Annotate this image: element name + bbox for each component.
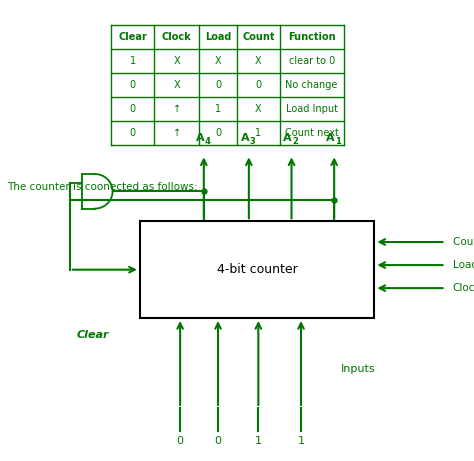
Text: 0: 0 xyxy=(177,436,183,446)
Text: 1: 1 xyxy=(255,436,262,446)
Text: Load = 0: Load = 0 xyxy=(453,260,474,270)
Text: Count =1: Count =1 xyxy=(453,237,474,247)
Text: Clock: Clock xyxy=(162,32,191,42)
Text: X: X xyxy=(215,56,221,66)
Text: No change: No change xyxy=(285,80,338,90)
Text: 3: 3 xyxy=(250,137,255,146)
Text: Inputs: Inputs xyxy=(341,364,376,374)
Text: clear to 0: clear to 0 xyxy=(289,56,335,66)
Text: 0: 0 xyxy=(215,128,221,138)
Text: Count: Count xyxy=(242,32,274,42)
Text: A: A xyxy=(241,133,249,143)
Text: X: X xyxy=(173,80,180,90)
Text: X: X xyxy=(255,104,262,114)
Text: Function: Function xyxy=(288,32,336,42)
Text: 0: 0 xyxy=(255,80,261,90)
Text: X: X xyxy=(173,56,180,66)
Text: ↑: ↑ xyxy=(173,128,181,138)
Text: Count next: Count next xyxy=(285,128,338,138)
Text: 0: 0 xyxy=(130,128,136,138)
Text: 0: 0 xyxy=(130,80,136,90)
Text: 0: 0 xyxy=(130,104,136,114)
Text: 1: 1 xyxy=(215,104,221,114)
Text: A: A xyxy=(326,133,335,143)
Text: Load Input: Load Input xyxy=(286,104,337,114)
Text: The counter is coonected as follows:: The counter is coonected as follows: xyxy=(7,182,198,192)
Text: X: X xyxy=(255,56,262,66)
Text: 2: 2 xyxy=(292,137,298,146)
Text: 1: 1 xyxy=(298,436,304,446)
Text: ↑: ↑ xyxy=(173,104,181,114)
Text: Clock: Clock xyxy=(453,283,474,293)
Bar xyxy=(140,221,374,318)
Text: A: A xyxy=(196,133,204,143)
Text: 0: 0 xyxy=(215,436,221,446)
Text: 4: 4 xyxy=(205,137,210,146)
Text: A: A xyxy=(283,133,292,143)
Text: 1: 1 xyxy=(255,128,261,138)
Text: Clear: Clear xyxy=(76,330,109,340)
Text: 4-bit counter: 4-bit counter xyxy=(217,263,298,276)
Text: 1: 1 xyxy=(335,137,341,146)
Text: Clear: Clear xyxy=(118,32,147,42)
Text: 0: 0 xyxy=(215,80,221,90)
Text: 1: 1 xyxy=(130,56,136,66)
Text: Load: Load xyxy=(205,32,231,42)
